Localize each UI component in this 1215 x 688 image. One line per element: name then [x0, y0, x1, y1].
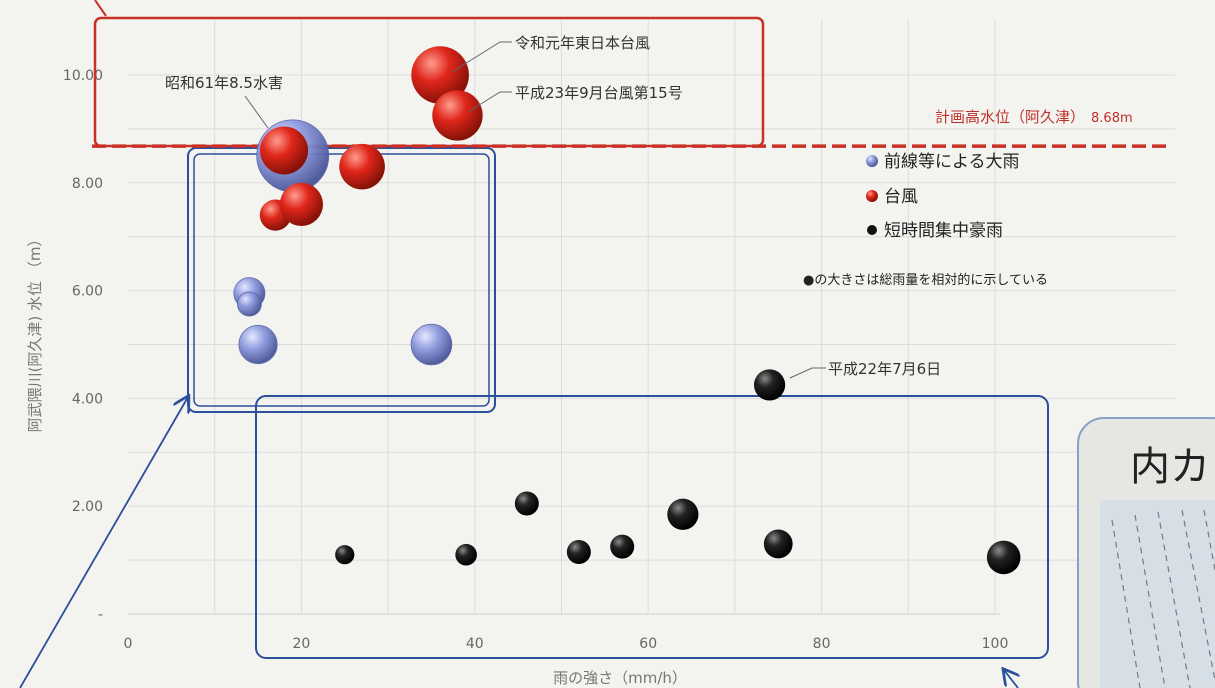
legend: 前線等による大雨 台風 短時間集中豪雨 ●の大きさは総雨量を相対的に示している	[803, 152, 1048, 288]
legend-marker-localized	[867, 225, 877, 235]
x-tick-label: 40	[466, 636, 484, 652]
legend-label-typhoon: 台風	[884, 187, 918, 207]
annotation-showa-flood: 昭和61年8.5水害	[165, 74, 283, 92]
y-tick-label: 6.00	[72, 284, 103, 300]
inset-image	[1100, 500, 1215, 688]
leader-line-reiwa	[451, 41, 512, 73]
localized-rain-point	[455, 543, 477, 566]
typhoon-highlight-box	[93, 16, 765, 148]
legend-marker-frontal	[866, 155, 878, 167]
localized-rain-highlight-box	[255, 395, 1049, 659]
legend-size-note: ●の大きさは総雨量を相対的に示している	[803, 272, 1048, 288]
frontal-rain-point	[236, 291, 262, 317]
localized-rain-point	[566, 540, 591, 565]
typhoon-point	[260, 126, 309, 175]
inset-title: 内カ	[1130, 444, 1210, 490]
pointer-arrow-red	[94, 0, 107, 17]
x-tick-label: 100	[982, 636, 1009, 652]
y-tick-label: 2.00	[72, 499, 103, 515]
x-tick-label: 60	[639, 636, 657, 652]
inset-rain-lines	[1111, 509, 1215, 688]
pointer-arrow-blue-right	[1004, 670, 1018, 688]
y-tick-label: 8.00	[72, 176, 103, 192]
localized-rain-point	[753, 369, 786, 401]
grid-lines	[128, 20, 1175, 614]
x-tick-label: 20	[292, 636, 310, 652]
typhoon-point	[411, 46, 469, 104]
typhoon-point	[339, 143, 385, 190]
annotation-heisei22: 平成22年7月6日	[828, 360, 941, 378]
typhoon-point	[279, 182, 323, 226]
leader-line-heisei22	[789, 367, 826, 379]
leader-line-heisei23	[467, 91, 512, 113]
leader-line-showa	[244, 95, 269, 129]
y-tick-labels: - 2.00 4.00 6.00 8.00 10.00	[63, 68, 103, 623]
x-tick-label: 0	[124, 636, 133, 652]
y-tick-label: 4.00	[72, 391, 103, 407]
pointer-arrow-blue-left	[19, 397, 188, 688]
localized-rain-point	[335, 545, 355, 565]
localized-rain-point	[514, 491, 539, 516]
x-axis-title: 雨の強さ（mm/h）	[553, 669, 687, 687]
frontal-rain-highlight-box-outer	[187, 147, 496, 413]
inset-panel: 内カ	[1077, 417, 1215, 688]
frontal-rain-highlight-box-inner	[193, 153, 490, 407]
frontal-rain-point	[238, 324, 278, 365]
x-tick-label: 80	[813, 636, 831, 652]
data-points	[233, 46, 1021, 575]
y-tick-label: 10.00	[63, 68, 103, 84]
typhoon-point	[432, 90, 483, 141]
legend-label-localized: 短時間集中豪雨	[884, 220, 1003, 241]
localized-rain-point	[763, 529, 793, 559]
localized-rain-point	[667, 498, 699, 530]
localized-rain-point	[986, 540, 1021, 575]
x-tick-labels: 0 20 40 60 80 100	[124, 636, 1009, 652]
frontal-rain-point	[410, 323, 453, 366]
legend-label-frontal: 前線等による大雨	[884, 152, 1020, 172]
plan-high-water-label: 計画高水位（阿久津） 8.68m	[935, 108, 1133, 126]
y-tick-label: -	[98, 607, 103, 623]
localized-rain-point	[610, 534, 635, 559]
y-axis-title: 阿武隈川(阿久津) 水位 （m）	[26, 232, 44, 433]
annotation-reiwa-typhoon: 令和元年東日本台風	[515, 34, 650, 52]
legend-marker-typhoon	[866, 190, 878, 202]
annotation-heisei23-typhoon: 平成23年9月台風第15号	[515, 84, 683, 102]
